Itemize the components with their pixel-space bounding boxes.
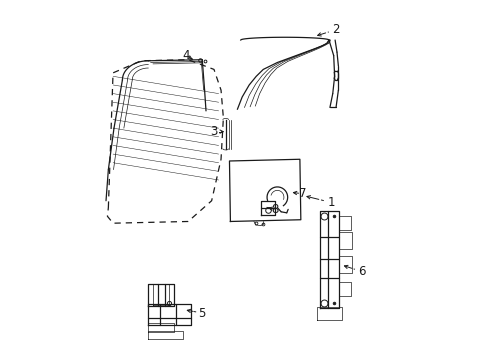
Text: 7: 7 <box>299 187 306 200</box>
Text: 8: 8 <box>271 203 278 216</box>
Text: 3: 3 <box>210 125 217 138</box>
Text: 1: 1 <box>327 196 334 209</box>
Text: 4: 4 <box>182 49 189 62</box>
Text: 2: 2 <box>332 23 339 36</box>
Text: 6: 6 <box>357 265 365 278</box>
Text: 5: 5 <box>198 307 205 320</box>
